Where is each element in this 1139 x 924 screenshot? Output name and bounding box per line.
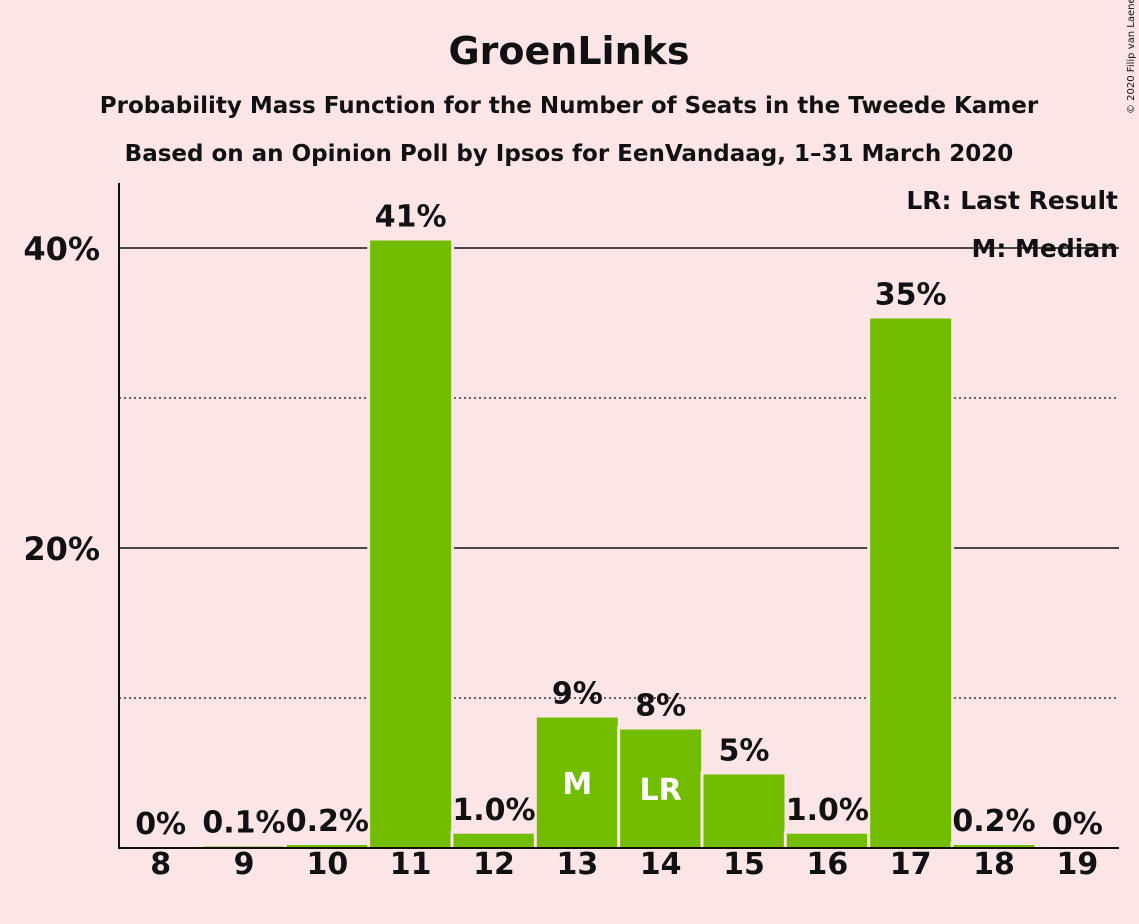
bar-seats-15 — [703, 774, 785, 848]
data-label-seats-14: 8% — [635, 689, 686, 724]
bar-seats-11 — [370, 240, 452, 848]
data-label-seats-16: 1.0% — [786, 793, 869, 828]
x-tick-label-8: 8 — [150, 847, 171, 882]
legend-median: M: Median — [971, 234, 1118, 263]
data-label-seats-10: 0.2% — [286, 804, 369, 839]
data-label-seats-11: 41% — [375, 200, 447, 235]
x-tick-label-13: 13 — [556, 847, 598, 882]
data-label-seats-8: 0% — [135, 807, 186, 842]
data-label-seats-9: 0.1% — [202, 806, 285, 841]
gridlines — [119, 247, 1119, 699]
data-label-seats-19: 0% — [1052, 807, 1103, 842]
legend-last-result: LR: Last Result — [906, 186, 1118, 215]
x-tick-label-17: 17 — [890, 847, 932, 882]
bars — [200, 237, 1038, 848]
x-axis-ticks: 8 9 10 11 12 13 14 15 16 17 18 19 — [150, 847, 1098, 882]
x-tick-label-11: 11 — [390, 847, 432, 882]
x-tick-label-15: 15 — [723, 847, 765, 882]
x-tick-label-14: 14 — [640, 847, 682, 882]
y-axis-ticks: 20% 40% — [23, 230, 100, 568]
bar-annotation-m: M — [562, 767, 592, 802]
data-label-seats-15: 5% — [719, 734, 770, 769]
bar-annotation-lr: LR — [640, 773, 682, 808]
data-label-seats-17: 35% — [875, 278, 947, 313]
bar-halo — [200, 843, 288, 848]
y-tick-label-40: 40% — [23, 230, 100, 268]
x-tick-label-12: 12 — [473, 847, 515, 882]
bar-seats-16 — [786, 833, 868, 848]
chart-subtitle: Probability Mass Function for the Number… — [100, 93, 1039, 119]
data-label-seats-13: 9% — [552, 677, 603, 712]
x-tick-label-9: 9 — [234, 847, 255, 882]
x-tick-label-18: 18 — [973, 847, 1015, 882]
y-tick-label-20: 20% — [23, 530, 100, 568]
chart-title: GroenLinks — [448, 29, 689, 73]
data-label-seats-18: 0.2% — [952, 804, 1035, 839]
data-label-seats-12: 1.0% — [452, 793, 535, 828]
bar-seats-12 — [453, 833, 535, 848]
copyright-note: © 2020 Filip van Laenen — [1126, 0, 1137, 114]
data-labels: 0% 0.1% 0.2%41%1.0%9%M8%LR5%1.0%35%0.2% 0% — [135, 200, 1103, 843]
x-tick-label-19: 19 — [1056, 847, 1098, 882]
bar-seats-18 — [953, 845, 1035, 848]
bar-seats-17 — [870, 318, 952, 848]
bar-seats-10 — [286, 845, 368, 848]
chart-subtitle-source: Based on an Opinion Poll by Ipsos for Ee… — [125, 141, 1014, 167]
bar-seats-14 — [620, 729, 702, 848]
x-tick-label-16: 16 — [806, 847, 848, 882]
x-tick-label-10: 10 — [306, 847, 348, 882]
bar-seats-13 — [536, 717, 618, 848]
